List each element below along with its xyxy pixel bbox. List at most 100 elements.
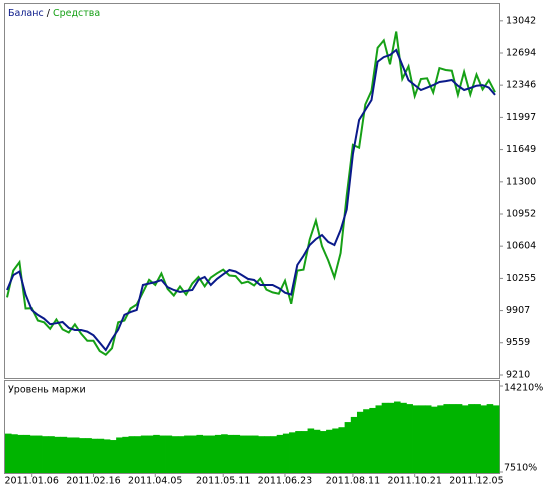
margin-bar xyxy=(424,405,432,473)
margin-bar xyxy=(171,436,179,473)
y-tick-label: 14210% xyxy=(504,383,543,394)
y-tick-label: 7510% xyxy=(504,463,537,474)
margin-bar xyxy=(245,435,253,473)
margin-bar xyxy=(85,438,92,473)
margin-bar xyxy=(418,405,426,473)
margin-bar xyxy=(122,436,129,473)
margin-bar xyxy=(449,404,457,473)
x-tick-label: 2011.02.16 xyxy=(66,476,120,487)
margin-bar xyxy=(437,405,444,473)
margin-bar xyxy=(319,431,327,473)
margin-bar xyxy=(11,434,18,473)
margin-bar xyxy=(394,401,401,473)
legend: Баланс / Средства xyxy=(8,8,100,19)
x-tick-label: 2011.06.23 xyxy=(258,476,312,487)
margin-bar xyxy=(91,438,99,473)
margin-bar xyxy=(492,405,500,473)
margin-bar xyxy=(270,436,278,473)
margin-bar xyxy=(326,429,333,473)
legend-separator: / xyxy=(47,8,51,19)
margin-bar xyxy=(480,405,488,473)
margin-bar xyxy=(103,439,111,473)
margin-bar xyxy=(66,437,74,473)
margin-bar xyxy=(153,434,160,473)
legend-balance: Баланс xyxy=(8,8,44,19)
y-tick-label: 10255 xyxy=(506,273,536,284)
margin-bar xyxy=(159,435,166,473)
margin-bar xyxy=(338,427,346,473)
margin-bar xyxy=(387,402,395,473)
margin-bar xyxy=(295,431,302,473)
margin-bar xyxy=(72,437,80,473)
y-tick-label: 9907 xyxy=(506,305,530,316)
main-panel xyxy=(4,3,500,379)
margin-bar xyxy=(264,436,271,473)
legend-equity: Средства xyxy=(53,8,100,19)
margin-bar xyxy=(276,434,284,473)
margin-bar xyxy=(165,435,173,473)
margin-bar xyxy=(468,404,475,473)
margin-bar xyxy=(369,407,376,473)
margin-bar xyxy=(375,405,383,473)
x-tick-label: 2011.10.21 xyxy=(387,476,441,487)
margin-bar xyxy=(412,405,420,473)
plot-layer: 9210 9559 9907 10255 10604 10952 11300 11649 119… xyxy=(5,15,544,486)
margin-bar xyxy=(289,432,296,473)
y-tick-label: 10604 xyxy=(506,241,536,252)
y-tick-label: 9210 xyxy=(506,370,530,381)
y-tick-label: 11649 xyxy=(506,144,536,155)
y-tick-label: 9559 xyxy=(506,337,530,348)
margin-bar xyxy=(17,434,24,473)
margin-bar xyxy=(455,404,463,473)
margin-bar xyxy=(147,435,154,473)
margin-bar xyxy=(214,434,222,473)
margin-bar xyxy=(252,435,259,473)
margin-bar xyxy=(190,435,197,473)
margin-bar xyxy=(35,435,43,473)
series-line xyxy=(6,31,496,356)
y-tick-label: 13042 xyxy=(506,15,536,26)
margin-bar xyxy=(208,435,216,473)
margin-bar xyxy=(140,435,148,473)
margin-bar xyxy=(332,428,339,473)
margin-bar xyxy=(356,411,364,473)
margin-bar xyxy=(54,436,61,473)
x-tick-label: 2011.01.06 xyxy=(5,476,59,487)
y-tick-label: 11300 xyxy=(506,176,536,187)
margin-bar xyxy=(60,436,68,473)
margin-bar xyxy=(42,436,49,473)
margin-bar xyxy=(196,434,203,473)
margin-bar xyxy=(184,435,191,473)
series-line xyxy=(6,48,496,352)
margin-bar xyxy=(5,433,12,473)
y-tick-label: 10952 xyxy=(506,208,536,219)
y-tick-label: 12694 xyxy=(506,47,536,58)
margin-bar xyxy=(134,436,142,473)
x-tick-label: 2011.12.05 xyxy=(449,476,503,487)
margin-bar xyxy=(233,434,241,473)
margin-bar xyxy=(486,404,494,473)
margin-bar xyxy=(301,431,308,473)
margin-bar xyxy=(79,438,86,473)
margin-bar xyxy=(97,438,105,473)
margin-bar xyxy=(307,428,315,473)
x-tick-label: 2011.08.11 xyxy=(326,476,380,487)
margin-bar xyxy=(29,435,37,473)
margin-bar xyxy=(406,404,413,473)
margin-bar xyxy=(381,402,389,473)
x-tick-label: 2011.04.05 xyxy=(128,476,182,487)
x-tick-label: 2011.05.11 xyxy=(196,476,250,487)
margin-bar xyxy=(177,436,185,473)
margin-bar xyxy=(116,437,123,473)
margin-bar xyxy=(363,409,370,473)
margin-bar xyxy=(48,436,55,473)
margin-bar xyxy=(221,434,228,473)
margin-bar xyxy=(227,434,234,473)
margin-bar xyxy=(313,429,321,473)
margin-bar xyxy=(443,404,450,473)
margin-bar xyxy=(400,402,407,473)
margin-bar xyxy=(350,416,358,473)
margin-bar xyxy=(202,435,210,473)
y-tick-label: 11997 xyxy=(506,112,536,123)
